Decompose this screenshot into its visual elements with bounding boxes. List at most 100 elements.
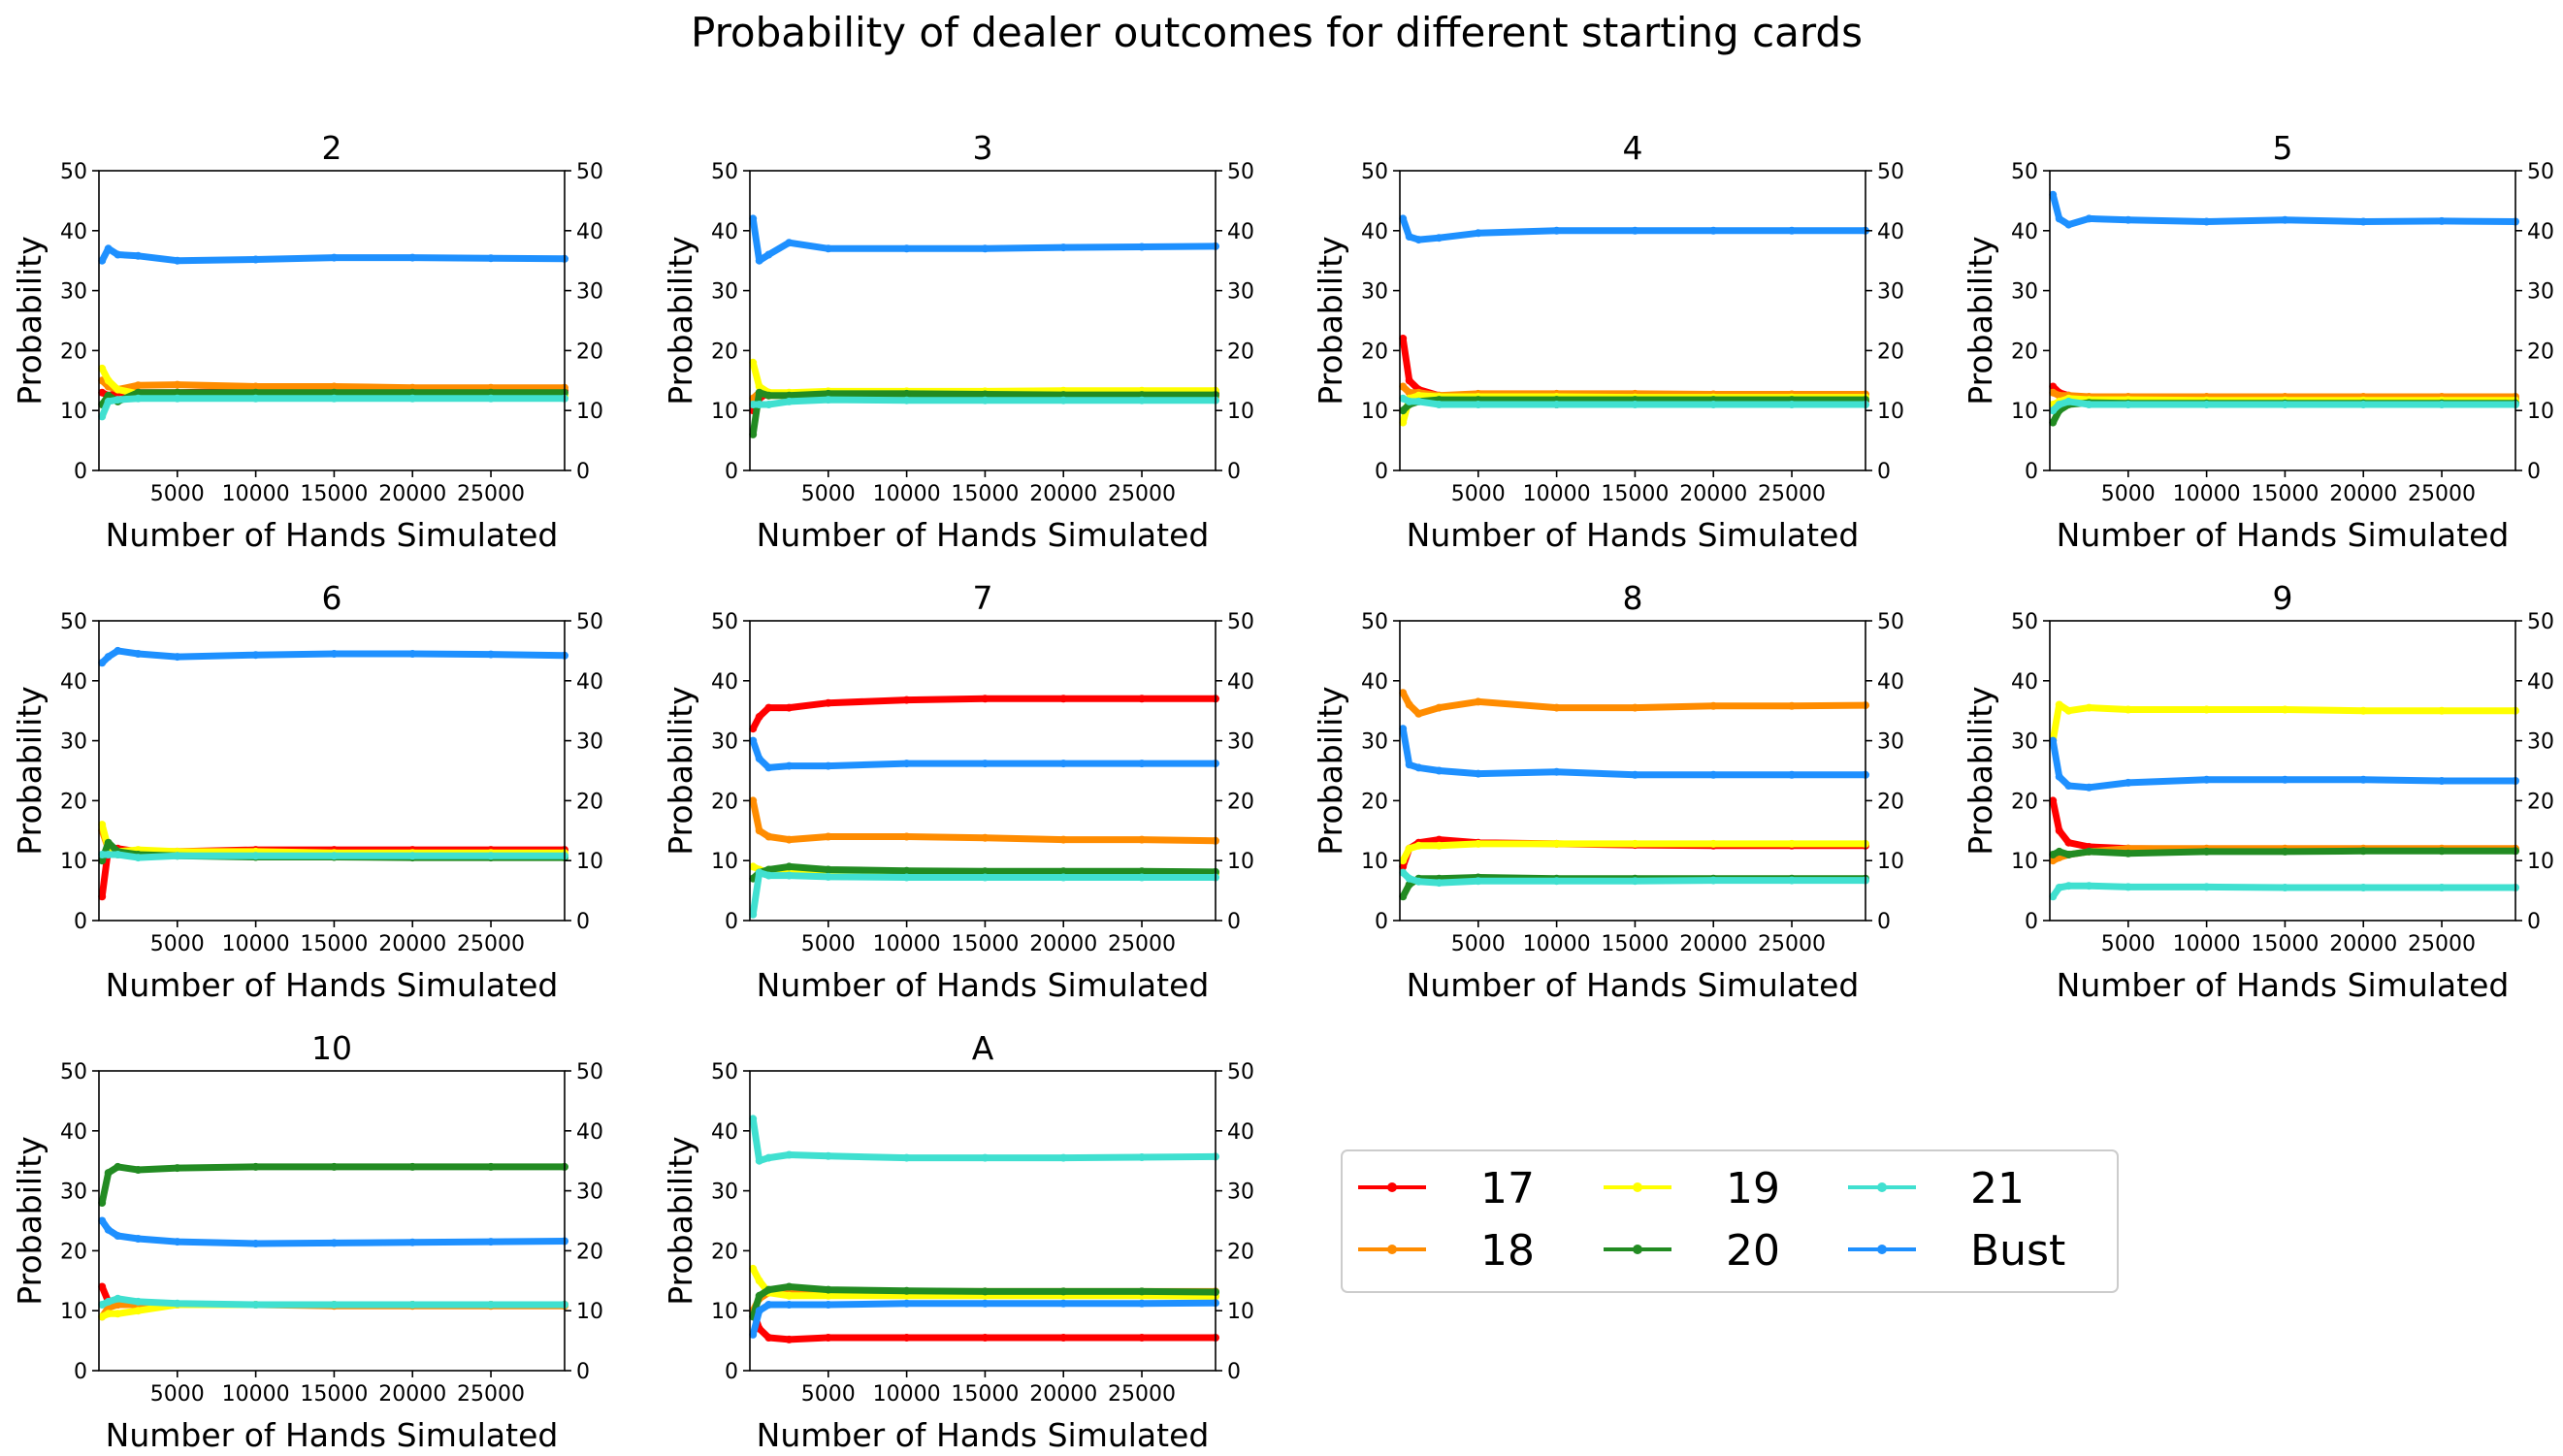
panel-6-point-bust bbox=[487, 650, 495, 659]
panel-7-ytick-label-left: 20 bbox=[711, 790, 738, 814]
panel-10-point-bust bbox=[251, 1240, 260, 1247]
panel-9-point-20 bbox=[2085, 847, 2093, 856]
panel-5-xlabel: Number of Hands Simulated bbox=[2057, 516, 2510, 554]
panel-7-xtick-label: 5000 bbox=[801, 932, 856, 956]
panel-3: 0 0 10 10 20 20 30 30 40 40 50 50 5000 10000 15000 2000… bbox=[662, 129, 1254, 554]
panel-4-point-21 bbox=[1788, 401, 1796, 408]
panel-4-point-21 bbox=[1399, 394, 1408, 403]
panel-7-point-17 bbox=[1138, 695, 1146, 703]
panel-5-series-bust bbox=[2049, 191, 2519, 229]
panel-8-point-19 bbox=[1474, 839, 1482, 848]
panel-4-ylabel: Probability bbox=[1312, 236, 1349, 404]
panel-8-ytick-label-left: 40 bbox=[1361, 670, 1388, 695]
panel-5-point-bust bbox=[2055, 214, 2063, 223]
panel-8-ytick-label-left: 50 bbox=[1361, 610, 1388, 634]
panel-8-ytick-label-left: 30 bbox=[1361, 730, 1388, 755]
panel-a-point-bust bbox=[824, 1301, 832, 1309]
panel-a-point-19 bbox=[785, 1291, 794, 1300]
panel-a-ytick-label-right: 30 bbox=[1227, 1181, 1254, 1205]
panel-a-point-19 bbox=[749, 1264, 758, 1273]
panel-8-ytick-label-left: 10 bbox=[1361, 850, 1388, 874]
panel-8-point-21 bbox=[1788, 876, 1796, 885]
panel-4-point-21 bbox=[1435, 401, 1444, 408]
panel-5-ytick-label-left: 10 bbox=[2011, 400, 2038, 424]
panel-2-ytick-label-left: 0 bbox=[74, 460, 87, 484]
panel-a-point-21 bbox=[785, 1150, 794, 1159]
panel-10-xtick-label: 5000 bbox=[150, 1382, 205, 1407]
panel-9-point-19 bbox=[2359, 706, 2368, 715]
panel-5-ytick-label-left: 0 bbox=[2025, 460, 2038, 484]
panel-8-point-18 bbox=[1435, 703, 1444, 712]
panel-a-ytick-label-left: 40 bbox=[711, 1120, 738, 1145]
panel-3-point-20 bbox=[764, 391, 773, 400]
panel-2-xtick-label: 25000 bbox=[457, 482, 525, 506]
panel-4-point-19 bbox=[1399, 418, 1408, 427]
panel-4-point-17 bbox=[1399, 335, 1408, 342]
panel-9-point-bust bbox=[2438, 777, 2446, 785]
panel-10-point-bust bbox=[487, 1238, 495, 1246]
panel-8-point-18 bbox=[1788, 701, 1796, 710]
panel-a-point-17 bbox=[1138, 1334, 1146, 1342]
panel-7-title: 7 bbox=[973, 579, 993, 617]
panel-10-ytick-label-left: 20 bbox=[60, 1240, 87, 1264]
panel-a-point-21 bbox=[902, 1153, 911, 1162]
panel-10-point-20 bbox=[330, 1162, 339, 1171]
panel-8-point-19 bbox=[1399, 857, 1408, 865]
panel-5-point-bust bbox=[2202, 217, 2211, 226]
legend-entry-21: 21 bbox=[1848, 1164, 2025, 1213]
panel-10-point-20 bbox=[173, 1164, 181, 1173]
panel-9-xtick-label: 25000 bbox=[2408, 932, 2476, 956]
panel-10-xtick-label: 15000 bbox=[300, 1382, 368, 1407]
panel-10-point-bust bbox=[408, 1238, 417, 1246]
panel-3-frame bbox=[749, 170, 1217, 471]
panel-7-point-bust bbox=[785, 761, 794, 770]
panel-a-point-17 bbox=[764, 1334, 773, 1342]
panel-5: 0 0 10 10 20 20 30 30 40 40 50 50 5000 10000 15000 2000… bbox=[1962, 129, 2554, 554]
panel-a-series-19 bbox=[749, 1265, 1219, 1300]
panel-a-series-20 bbox=[749, 1283, 1219, 1320]
panel-10-point-bust bbox=[104, 1225, 113, 1234]
panel-6-ytick-label-right: 10 bbox=[576, 850, 603, 874]
panel-10-point-20 bbox=[114, 1162, 122, 1171]
panel-4-point-21 bbox=[1709, 401, 1718, 408]
panel-10-xtick-label: 25000 bbox=[457, 1382, 525, 1407]
panel-9-point-bust bbox=[2359, 775, 2368, 784]
panel-2-point-bust bbox=[330, 253, 339, 262]
panel-8-point-bust bbox=[1631, 770, 1639, 779]
panel-9-point-20 bbox=[2202, 847, 2211, 856]
panel-4-point-bust bbox=[1552, 226, 1561, 235]
panel-3-xtick-label: 10000 bbox=[873, 482, 941, 506]
legend-entry-19: 19 bbox=[1604, 1164, 1780, 1213]
panel-7-point-21 bbox=[764, 871, 773, 880]
panel-2-point-18 bbox=[330, 382, 339, 391]
panel-3-point-bust bbox=[824, 244, 832, 253]
panel-3-xtick-label: 15000 bbox=[951, 482, 1019, 506]
panel-10-point-bust bbox=[114, 1232, 122, 1240]
panel-a-point-bust bbox=[755, 1307, 763, 1315]
panel-4-point-21 bbox=[1631, 401, 1639, 408]
panel-3-point-bust bbox=[1059, 243, 1068, 252]
panel-7-point-21 bbox=[981, 873, 990, 882]
panel-10-point-21 bbox=[134, 1297, 143, 1306]
panel-5-point-21 bbox=[2359, 401, 2368, 408]
panel-9-series-19 bbox=[2049, 701, 2519, 745]
panel-7-point-18 bbox=[902, 832, 911, 841]
panel-10-point-21 bbox=[114, 1294, 122, 1303]
panel-9-point-20 bbox=[2359, 847, 2368, 856]
panel-5-point-21 bbox=[2085, 401, 2093, 408]
panel-10-point-21 bbox=[408, 1301, 417, 1309]
panel-4-point-bust bbox=[1435, 234, 1444, 243]
panel-2-ytick-label-left: 10 bbox=[60, 400, 87, 424]
panel-2-point-21 bbox=[104, 397, 113, 405]
panel-9-ytick-label-left: 20 bbox=[2011, 790, 2038, 814]
panel-4-point-21 bbox=[1414, 397, 1423, 405]
panel-9-point-21 bbox=[2085, 882, 2093, 890]
panel-2-point-21 bbox=[173, 394, 181, 403]
panel-3-point-21 bbox=[824, 396, 832, 404]
legend-entry-19-marker bbox=[1633, 1182, 1642, 1192]
panel-7-point-17 bbox=[981, 695, 990, 703]
panel-5-point-17 bbox=[2049, 382, 2058, 391]
panel-9: 0 0 10 10 20 20 30 30 40 40 50 50 5000 10000 15000 2000… bbox=[1962, 579, 2554, 1004]
panel-6-point-bust bbox=[104, 653, 113, 662]
